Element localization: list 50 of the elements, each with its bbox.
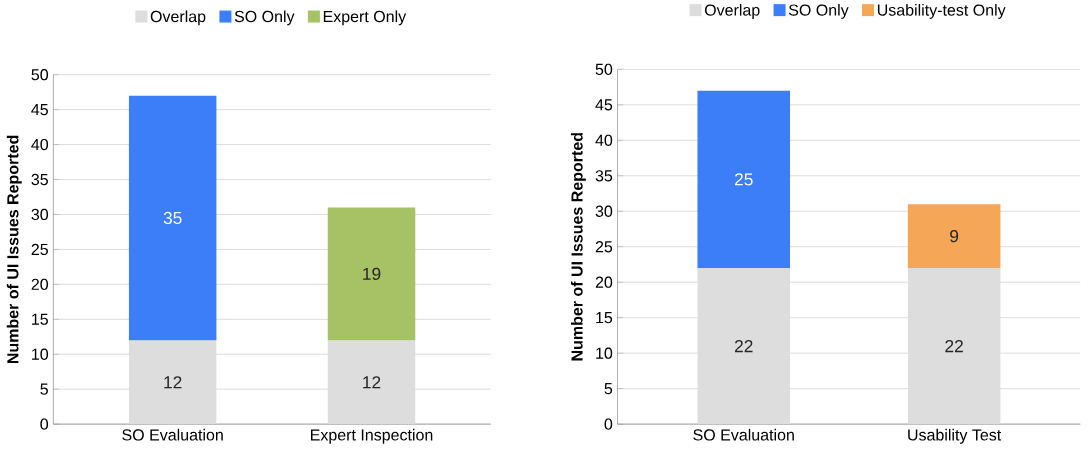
y-tick-label: 25 [31, 243, 48, 255]
y-tick-label: 35 [31, 173, 48, 185]
legend-label: Overlap [150, 10, 206, 26]
bar [327, 207, 416, 341]
y-tick-label: 0 [40, 418, 49, 430]
bar [697, 90, 791, 268]
y-tick-label: 50 [595, 63, 613, 75]
y-tick-label: 15 [596, 311, 613, 324]
x-tick-label: Usability Test [908, 428, 1002, 444]
y-tick-label: 10 [32, 348, 49, 360]
bar [327, 340, 416, 424]
y-tick-label: 0 [604, 418, 613, 430]
y-tick-label: 5 [40, 383, 48, 395]
y-axis-title: Number of UI Issues Reported [570, 132, 586, 361]
legend-label: SO Only [234, 10, 295, 26]
legend-label: SO Only [788, 3, 849, 19]
bar [907, 267, 1001, 424]
y-tick-label: 10 [596, 347, 613, 359]
y-axis-title: Number of UI Issues Reported [6, 135, 22, 363]
bar [907, 203, 1001, 268]
x-tick-label: SO Evaluation [693, 428, 794, 441]
y-tick-label: 30 [595, 205, 613, 217]
data-label: 19 [363, 267, 381, 280]
bar [128, 340, 217, 424]
x-tick-label: Expert Inspection [311, 428, 433, 444]
x-tick-label: SO Evaluation [122, 428, 223, 441]
y-tick-label: 30 [31, 208, 49, 220]
y-tick-label: 20 [595, 276, 613, 288]
data-label: 25 [734, 172, 753, 186]
y-tick-label: 40 [595, 134, 613, 146]
y-tick-label: 50 [31, 68, 49, 81]
y-tick-label: 15 [32, 313, 48, 325]
legend-label: Usability-test Only [877, 3, 1006, 19]
legend-label: Overlap [704, 3, 760, 19]
y-tick-label: 5 [604, 382, 613, 394]
y-tick-label: 45 [595, 99, 613, 111]
bar [697, 267, 791, 424]
data-label: 35 [163, 211, 182, 224]
data-label: 9 [950, 229, 959, 242]
data-label: 12 [164, 375, 182, 389]
y-tick-label: 35 [595, 169, 613, 182]
data-label: 12 [363, 375, 381, 389]
data-label: 22 [734, 339, 753, 352]
bar [128, 95, 217, 341]
y-tick-label: 45 [31, 103, 48, 115]
data-label: 22 [945, 339, 963, 352]
y-tick-label: 25 [595, 240, 613, 253]
legend-label: Expert Only [323, 10, 407, 26]
y-tick-label: 40 [31, 138, 49, 150]
y-tick-label: 20 [31, 278, 49, 290]
